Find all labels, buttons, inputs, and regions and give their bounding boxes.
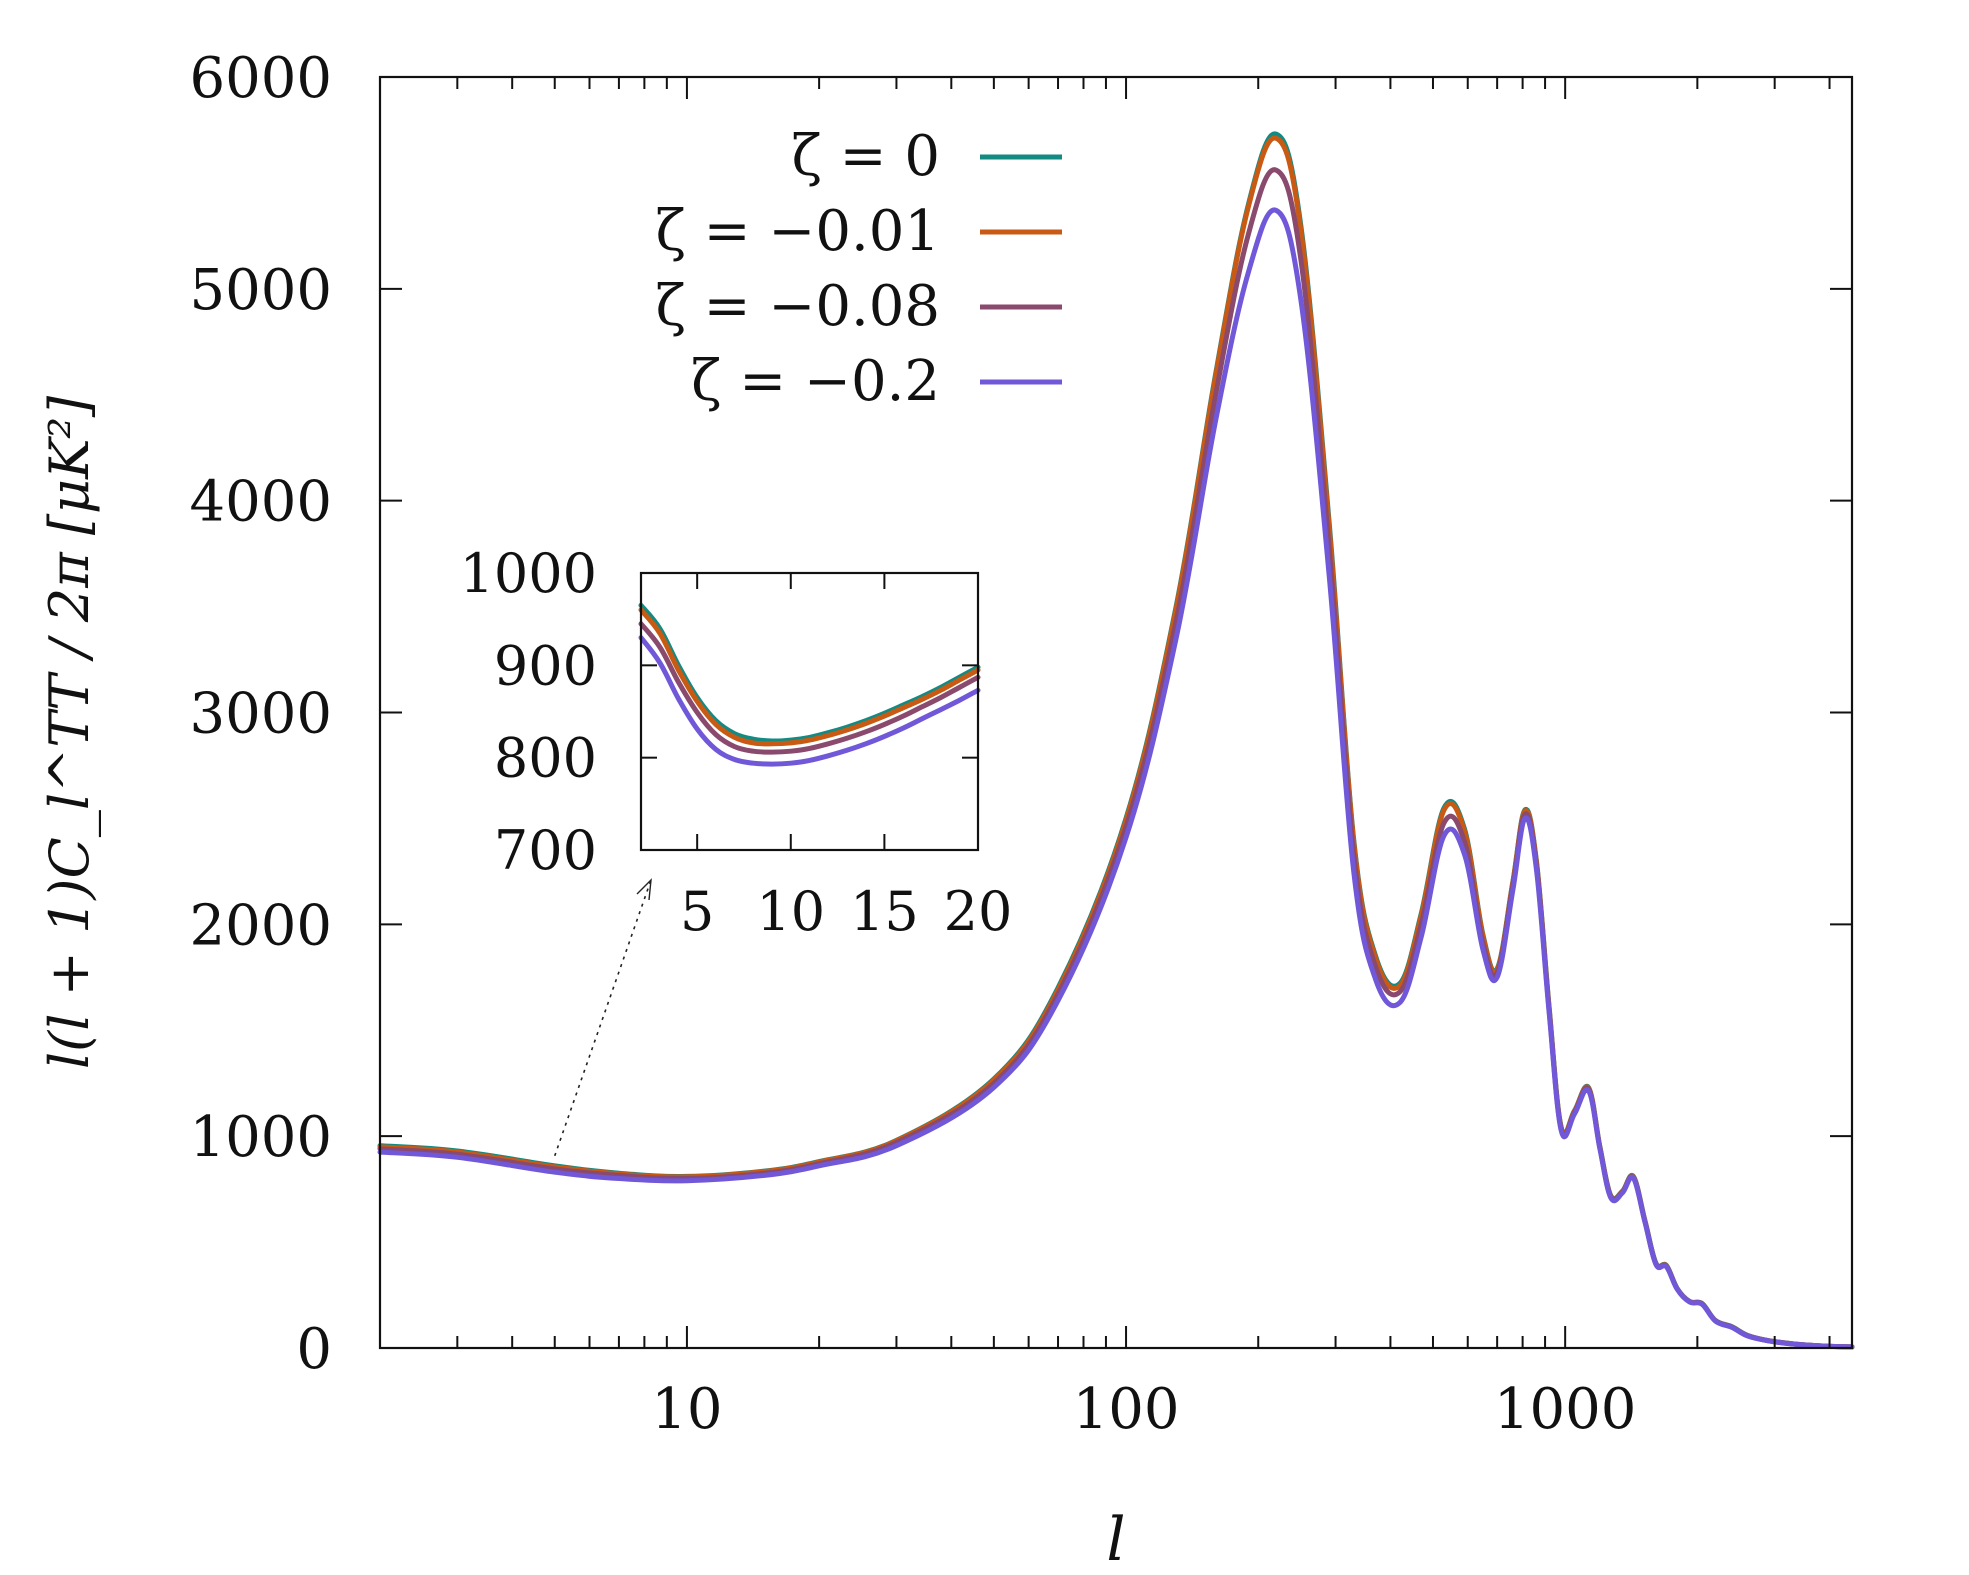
inset-y-tick-label: 800 [494,727,597,790]
inset-y-tick-label: 1000 [460,542,597,605]
y-tick-label: 3000 [189,682,332,747]
inset-x-tick-label: 15 [850,880,919,943]
x-tick-label: 1000 [1494,1377,1637,1442]
y-tick-label: 5000 [189,258,332,323]
y-tick-label: 6000 [189,46,332,111]
inset-plot: 5 10 15 20 700 800 900 1000 [460,542,1013,943]
inset-leader-arrowhead [636,878,652,901]
inset-series-line-4 [638,635,981,767]
x-tick-label: 10 [651,1377,722,1442]
inset-plot-frame [639,571,980,852]
inset-y-tick-label: 700 [494,819,597,882]
legend-label: ζ = −0.01 [656,199,940,264]
main-plot-frame [378,75,1854,1350]
inset-y-axis-ticks: 700 800 900 1000 [460,542,978,882]
inset-series-line-2 [638,607,981,747]
main-x-axis-ticks: 10 100 1000 [379,77,1831,1442]
inset-background [641,573,978,850]
inset-x-tick-label: 10 [756,880,825,943]
legend-label: ζ = 0 [791,124,940,189]
series-line-1 [377,131,1855,1350]
main-y-axis-ticks: 0 1000 2000 3000 4000 5000 6000 [189,46,1852,1382]
main-plot: 10 100 1000 0 1000 2000 3000 4000 5000 6000 [189,46,1855,1442]
inset-y-tick-label: 900 [494,634,597,697]
inset-x-tick-label: 5 [680,880,714,943]
y-axis-title: l(l + 1)C_l^TT / 2π [μK²] [38,395,101,1069]
series-line-4 [377,207,1855,1350]
inset-series-line-3 [638,621,981,755]
x-axis-title: l [1106,1505,1125,1575]
x-tick-label: 100 [1073,1377,1180,1442]
y-tick-label: 1000 [189,1105,332,1170]
inset-x-tick-label: 20 [944,880,1013,943]
inset-leader-line [553,879,652,1157]
series-line-2 [377,135,1855,1350]
legend-label: ζ = −0.08 [656,274,940,339]
inset-series-lines [638,602,981,767]
legend-label: ζ = −0.2 [691,349,940,414]
main-series-lines [377,131,1855,1350]
y-tick-label: 4000 [189,470,332,535]
legend: ζ = 0 ζ = −0.01 ζ = −0.08 ζ = −0.2 [656,124,1062,414]
inset-x-axis-ticks: 5 10 15 20 [680,573,1012,943]
y-tick-label: 0 [296,1317,332,1382]
y-tick-label: 2000 [189,893,332,958]
